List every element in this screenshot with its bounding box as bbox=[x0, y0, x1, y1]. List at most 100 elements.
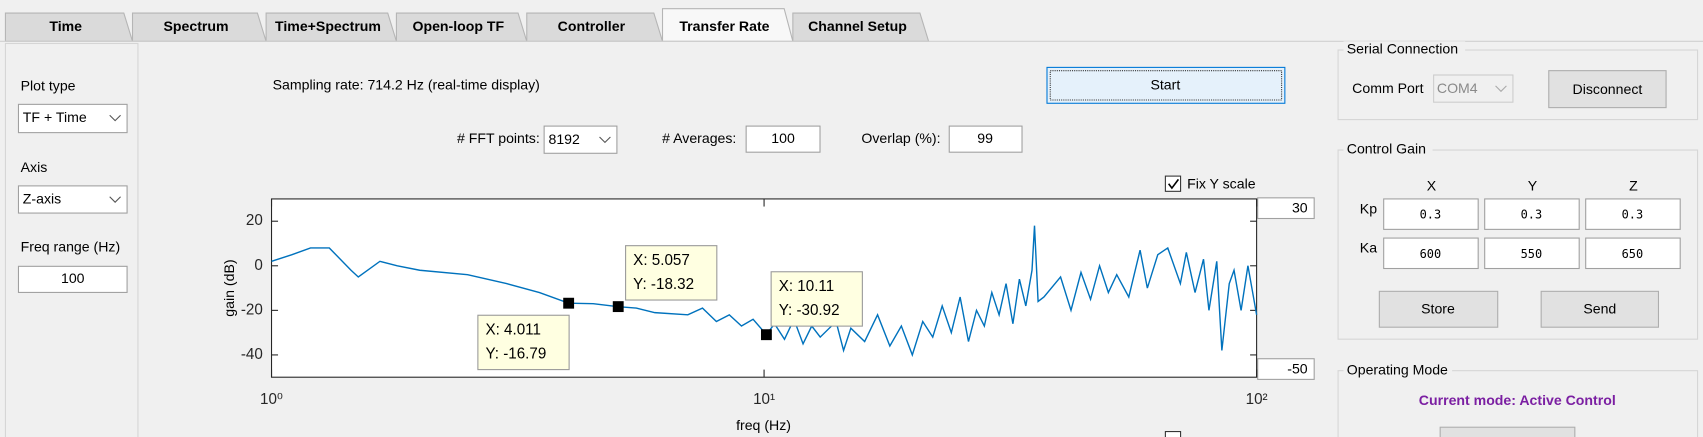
tab-label: Channel Setup bbox=[808, 18, 907, 34]
tab-label: Spectrum bbox=[164, 18, 229, 34]
mode-button[interactable] bbox=[1439, 426, 1576, 437]
gain-input[interactable] bbox=[1383, 237, 1479, 270]
comm-port-dropdown[interactable] bbox=[1433, 74, 1514, 103]
ymin-input[interactable] bbox=[1257, 358, 1315, 380]
datatip-box bbox=[770, 271, 863, 327]
group-title-bg bbox=[1343, 361, 1453, 380]
overlap-value: 99 bbox=[977, 130, 993, 146]
y-tick-label: 0 bbox=[254, 257, 262, 274]
averages-input[interactable] bbox=[745, 125, 821, 153]
datatip-box bbox=[625, 245, 718, 301]
gain-value: 600 bbox=[1420, 247, 1442, 261]
datatip-marker bbox=[612, 301, 624, 313]
start-button[interactable] bbox=[1046, 66, 1286, 104]
line-series bbox=[271, 225, 1258, 358]
start-label: Start bbox=[1150, 77, 1180, 93]
focus-rect bbox=[1049, 70, 1283, 101]
x-axis-title: freq (Hz) bbox=[736, 417, 791, 433]
datatip-x: X: 4.011 bbox=[485, 321, 540, 338]
current-mode: Current mode: Active Control bbox=[1419, 392, 1616, 408]
dropdown-arrow bbox=[1495, 85, 1507, 93]
ymin-value: -50 bbox=[1287, 360, 1308, 376]
tab-label: Controller bbox=[558, 18, 626, 34]
gain-column: X bbox=[1427, 178, 1437, 194]
axis-dropdown[interactable] bbox=[17, 185, 128, 214]
datatip-marker bbox=[563, 297, 575, 309]
disconnect-button[interactable] bbox=[1548, 70, 1667, 109]
store-label: Store bbox=[1421, 301, 1455, 317]
plot-type-dropdown[interactable] bbox=[17, 103, 128, 134]
gain-value: 0.3 bbox=[1521, 208, 1543, 222]
averages-label: # Averages: bbox=[662, 130, 736, 146]
gain-column: Y bbox=[1528, 178, 1538, 194]
gain-value: 0.3 bbox=[1622, 208, 1644, 222]
freq-range-input[interactable] bbox=[17, 265, 128, 293]
fft-label: # FFT points: bbox=[457, 130, 540, 146]
ymax-value: 30 bbox=[1292, 199, 1308, 215]
gain-value: 550 bbox=[1521, 247, 1543, 261]
averages-value: 100 bbox=[771, 130, 795, 146]
gain-input[interactable] bbox=[1585, 237, 1681, 270]
dropdown-arrow bbox=[109, 114, 121, 122]
gain-column: Z bbox=[1629, 178, 1638, 194]
axis-value: Z-axis bbox=[23, 191, 61, 207]
gain-row-label: Ka bbox=[1360, 240, 1377, 256]
tab-label: Time+Spectrum bbox=[275, 18, 381, 34]
gain-table: X Y Z Kp 0.3 0.3 0.3 Ka 600 550 650 bbox=[1360, 178, 1681, 270]
datatip-y: Y: -18.32 bbox=[633, 276, 694, 293]
store-button[interactable] bbox=[1378, 290, 1499, 328]
plot-area bbox=[270, 198, 1258, 378]
gain-row-label: Kp bbox=[1360, 201, 1377, 217]
ymax-input[interactable] bbox=[1257, 197, 1315, 220]
fft-value: 8192 bbox=[548, 131, 580, 147]
x-tick-label: 10¹ bbox=[753, 391, 775, 408]
y-tick-label: -20 bbox=[241, 301, 263, 318]
comm-port-value: COM4 bbox=[1437, 80, 1478, 96]
serial-title: Serial Connection bbox=[1347, 41, 1458, 57]
gain-input[interactable] bbox=[1383, 198, 1479, 230]
fix-y-checkbox[interactable] bbox=[1164, 175, 1182, 192]
freq-range-label: Freq range (Hz) bbox=[21, 239, 121, 255]
serial-group bbox=[1337, 49, 1699, 121]
gain-input[interactable] bbox=[1484, 237, 1580, 270]
gain-input[interactable] bbox=[1585, 198, 1681, 230]
fft-dropdown[interactable] bbox=[543, 125, 618, 154]
plot-type-label: Plot type bbox=[21, 78, 76, 94]
datatip-x: X: 5.057 bbox=[633, 252, 690, 269]
y-axis-title: gain (dB) bbox=[221, 259, 237, 316]
gain-title: Control Gain bbox=[1347, 141, 1426, 157]
datatip-x: X: 10.11 bbox=[779, 278, 834, 295]
plot-type-value: TF + Time bbox=[23, 109, 87, 125]
chart: gain (dB) freq (Hz) 20 0 -20 -40 10⁰ 10¹ 10² X:… bbox=[221, 198, 1268, 433]
x-tick-label: 10⁰ bbox=[260, 391, 283, 408]
checkmark bbox=[1167, 178, 1180, 190]
sampling-rate: Sampling rate: 714.2 Hz (real-time displ… bbox=[273, 77, 540, 93]
dropdown-arrow bbox=[599, 136, 611, 144]
send-button[interactable] bbox=[1540, 290, 1660, 328]
gain-value: 0.3 bbox=[1420, 208, 1442, 222]
mode-group bbox=[1337, 370, 1699, 437]
datatip-marker bbox=[760, 329, 772, 341]
x-tick-label: 10² bbox=[1246, 391, 1268, 408]
overlap-input[interactable] bbox=[948, 125, 1023, 153]
y-tick-label: 20 bbox=[246, 212, 263, 229]
fix-y-label: Fix Y scale bbox=[1187, 176, 1256, 192]
tab-label: Open-loop TF bbox=[413, 18, 505, 34]
overlap-label: Overlap (%): bbox=[861, 130, 940, 146]
send-label: Send bbox=[1583, 301, 1616, 317]
datatip-y: Y: -16.79 bbox=[485, 345, 546, 362]
tab-label: Transfer Rate bbox=[679, 18, 769, 34]
fix-x-checkbox[interactable] bbox=[1164, 431, 1182, 437]
comm-port-label: Comm Port bbox=[1352, 80, 1423, 96]
group-title-bg bbox=[1343, 141, 1433, 159]
axis-label: Axis bbox=[21, 159, 48, 175]
datatip-box bbox=[477, 314, 570, 371]
gain-input[interactable] bbox=[1484, 198, 1580, 230]
tab-label: Time bbox=[49, 18, 82, 34]
y-tick-label: -40 bbox=[241, 346, 263, 363]
freq-range-value: 100 bbox=[61, 270, 85, 286]
mode-title: Operating Mode bbox=[1347, 361, 1448, 377]
gain-value: 650 bbox=[1622, 247, 1644, 261]
